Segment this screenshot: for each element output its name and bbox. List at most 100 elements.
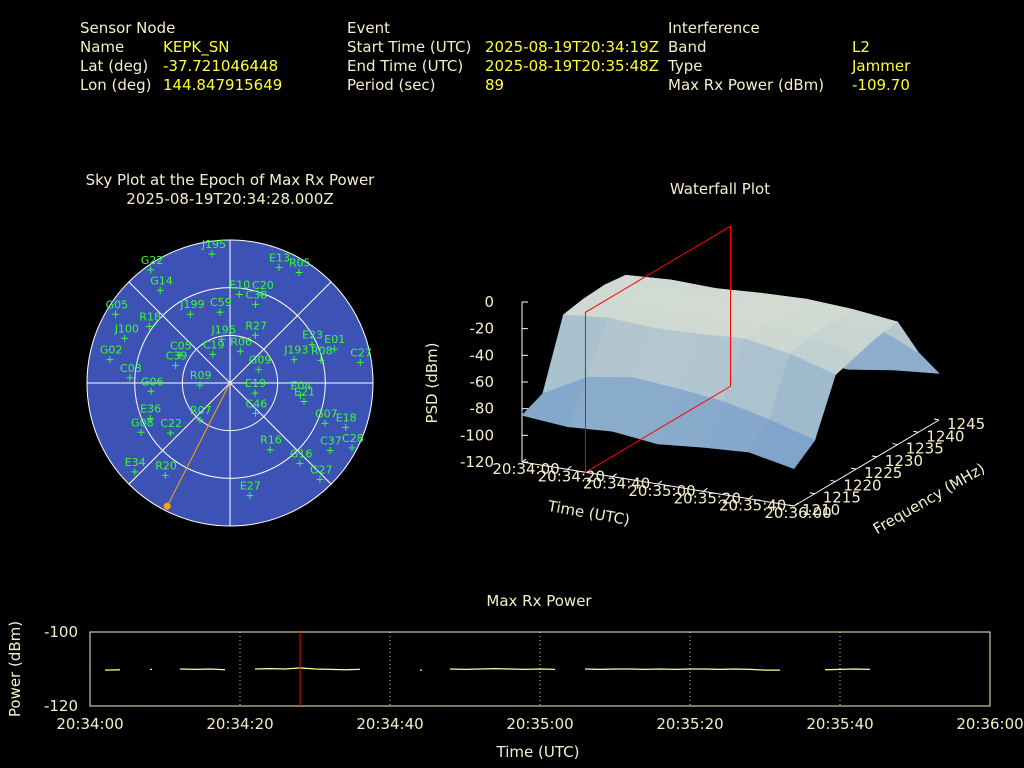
satellite-marker — [196, 416, 204, 424]
satellite-marker — [176, 351, 184, 359]
power-line — [254, 667, 361, 671]
x-tick — [521, 458, 527, 463]
y-tick — [871, 455, 877, 458]
field-label: End Time (UTC) — [347, 57, 463, 75]
satellite-marker — [342, 423, 350, 431]
x-tick-label: 20:36:00 — [956, 715, 1023, 733]
z-tick-label: 0 — [484, 293, 494, 311]
x-tick-label: 20:34:40 — [356, 715, 423, 733]
satellite-marker — [216, 308, 224, 316]
y-tick-label: 1240 — [926, 427, 964, 445]
field-value: 144.847915649 — [163, 76, 282, 94]
y-tick — [830, 479, 836, 482]
satellite-label: C37 — [320, 435, 342, 448]
satellite-marker — [258, 291, 266, 299]
x-tick-label: 20:35:00 — [628, 482, 695, 500]
field-label: Band — [668, 38, 707, 56]
satellite-label: E34 — [125, 456, 146, 469]
x-tick — [657, 480, 663, 485]
satellite-label: R06 — [230, 335, 252, 348]
satellite-label: E01 — [324, 333, 345, 346]
satellite-marker — [251, 389, 259, 397]
y-tick-label: 1210 — [802, 501, 840, 519]
power-line — [449, 668, 556, 670]
x-tick-label: 20:35:20 — [674, 489, 741, 507]
satellite-label: G07 — [315, 407, 338, 420]
interference-point — [163, 502, 171, 510]
satellite-marker — [295, 269, 303, 277]
field-label: Lon (deg) — [80, 76, 152, 94]
x-tick-label: 20:35:20 — [656, 715, 723, 733]
y-tick-label: 1225 — [864, 464, 902, 482]
satellite-label: G08 — [131, 416, 154, 429]
satellite-marker — [321, 419, 329, 427]
satellite-marker — [255, 366, 263, 374]
satellite-marker — [296, 391, 304, 399]
field-value: L2 — [852, 38, 870, 56]
x-tick-label: 20:34:20 — [206, 715, 273, 733]
satellite-label: E18 — [336, 411, 357, 424]
y-tick-label: 1220 — [843, 476, 881, 494]
satellite-label: J196 — [211, 323, 236, 336]
satellite-label: E27 — [240, 480, 261, 493]
z-tick-label: -120 — [460, 453, 494, 471]
satellite-marker — [308, 341, 316, 349]
satellite-marker — [166, 429, 174, 437]
x-tick-label: 20:34:00 — [492, 460, 559, 478]
satellite-marker — [296, 459, 304, 467]
satellite-label: C27 — [350, 346, 372, 359]
satellite-marker — [218, 335, 226, 343]
satellite-label: R08 — [311, 344, 333, 357]
satellite-label: E13 — [269, 251, 290, 264]
azimuth-spoke — [229, 382, 332, 485]
x-tick — [567, 465, 572, 470]
y-tick-label: 1215 — [823, 489, 861, 507]
y-tick — [851, 467, 857, 470]
power-line — [179, 668, 226, 671]
plot-frame — [89, 631, 991, 707]
satellite-marker — [161, 471, 169, 479]
satellite-label: C22 — [160, 417, 182, 430]
x-tick-label: 20:34:20 — [538, 467, 605, 485]
satellite-label: J195 — [201, 238, 226, 251]
satellite-label: G14 — [150, 274, 173, 287]
satellite-marker — [145, 322, 153, 330]
satellite-marker — [316, 475, 324, 483]
satellite-label: C38 — [246, 288, 268, 301]
satellite-label: E10 — [229, 279, 250, 292]
satellite-marker — [121, 334, 129, 342]
satellite-label: J100 — [114, 322, 139, 335]
cursor-plane — [584, 225, 731, 474]
satellite-marker — [252, 409, 260, 417]
x-tick-label: 20:36:00 — [764, 504, 831, 522]
y-tick-label: 1230 — [885, 452, 923, 470]
satellite-label: G09 — [249, 354, 272, 367]
satellite-label: G05 — [106, 298, 129, 311]
x-tick-label: 20:35:40 — [719, 497, 786, 515]
satellite-label: G16 — [290, 447, 313, 460]
field-value: -109.70 — [852, 76, 910, 94]
satellite-label: C28 — [342, 432, 364, 445]
frequency-axis — [793, 419, 940, 507]
satellite-label: R09 — [190, 369, 212, 382]
satellite-marker — [326, 447, 334, 455]
y-tick — [892, 443, 898, 446]
chart-subtitle: 2025-08-19T20:34:28.000Z — [126, 190, 333, 208]
satellite-label: C03 — [120, 362, 142, 375]
z-axis-label: PSD (dBm) — [423, 342, 441, 423]
field-label: Period (sec) — [347, 76, 436, 94]
z-tick-label: -40 — [470, 346, 495, 364]
satellite-label: J199 — [179, 298, 204, 311]
satellite-label: J193 — [283, 344, 308, 357]
satellite-label: G22 — [141, 254, 164, 267]
satellite-label: G27 — [310, 463, 333, 476]
y-tick — [933, 418, 940, 421]
satellite-marker — [147, 266, 155, 274]
satellite-label: R07 — [190, 404, 212, 417]
field-label: Type — [667, 57, 702, 75]
satellite-marker — [137, 428, 145, 436]
chart-title: Waterfall Plot — [670, 180, 770, 198]
interference-direction — [166, 382, 231, 507]
azimuth-spoke — [128, 382, 231, 485]
